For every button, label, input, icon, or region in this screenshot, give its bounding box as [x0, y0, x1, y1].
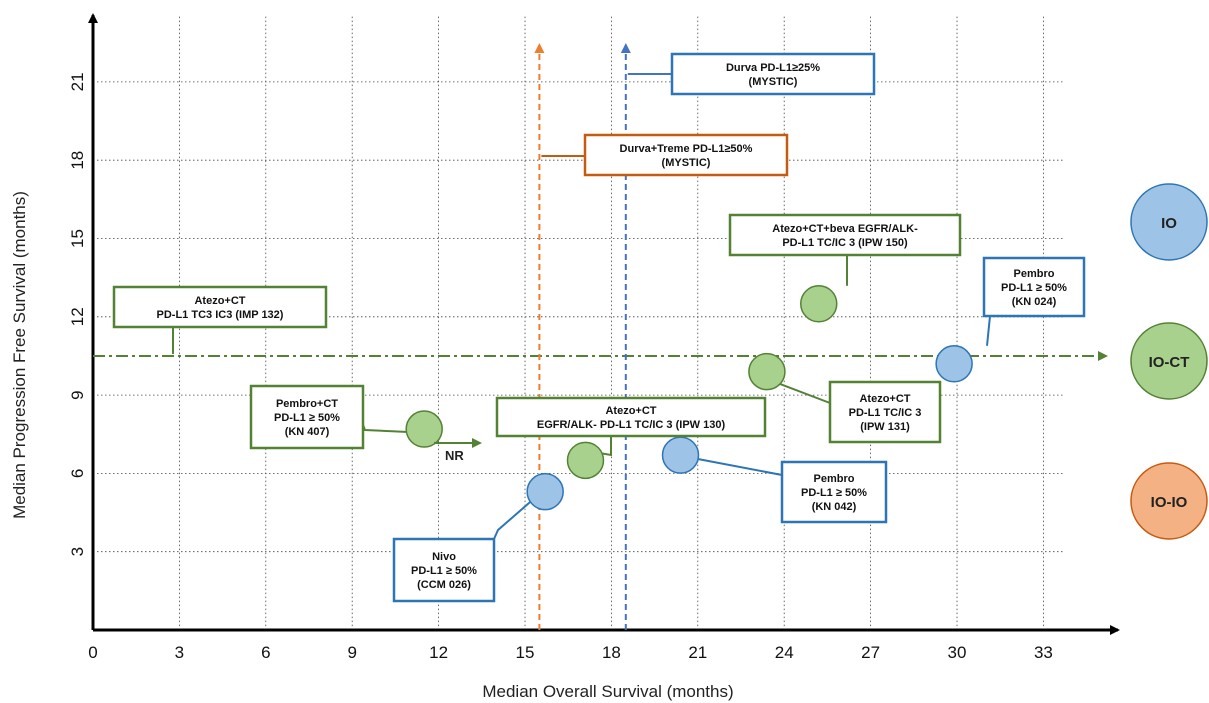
x-tick-label-7: 21 [688, 643, 707, 662]
connector-0 [362, 424, 409, 434]
point-label-text-6-1: PD-L1 ≥ 50% [1001, 282, 1067, 294]
point-label-text-5-0: Atezo+CT+beva EGFR/ALK- [772, 223, 918, 235]
nr-annotation: NR [434, 438, 482, 463]
point-label-box-1 [495, 396, 767, 438]
point-label-text-6-0: Pembro [1014, 268, 1055, 280]
point-label-3: Pembro PD-L1 ≥ 50% (KN 042) [780, 460, 888, 524]
point-label-box-4 [828, 380, 942, 444]
open-ended-lines [93, 43, 1108, 630]
open-ended-label-2: Durva PD-L1≥25% (MYSTIC) [670, 52, 876, 96]
x-tick-label-1: 3 [175, 643, 184, 662]
point-label-text-4-2: (IPW 131) [860, 421, 910, 433]
point-label-box-5 [728, 213, 962, 257]
point-label-4: Atezo+CT PD-L1 TC/IC 3 (IPW 131) [828, 380, 942, 444]
y-tick-label-4: 15 [68, 229, 87, 248]
point-label-text-2-2: (CCM 026) [417, 579, 471, 591]
data-point-6 [935, 345, 973, 383]
point-label-text-2-1: PD-L1 ≥ 50% [411, 565, 477, 577]
x-axis-title: Median Overall Survival (months) [482, 682, 733, 701]
point-label-text-0-0: Pembro+CT [276, 398, 338, 410]
legend: IO IO-CT IO-IO [1130, 183, 1208, 540]
x-tick-label-6: 18 [602, 643, 621, 662]
connector-3 [698, 458, 783, 476]
open-ended-label-box-0 [112, 285, 328, 329]
open-ended-label-1: Durva+Treme PD-L1≥50% (MYSTIC) [583, 133, 789, 177]
x-tick-label-0: 0 [88, 643, 97, 662]
point-label-box-6 [982, 256, 1086, 318]
data-point-5 [800, 285, 838, 323]
point-label-text-2-0: Nivo [432, 551, 456, 563]
data-point-2 [526, 472, 564, 511]
point-label-text-4-1: PD-L1 TC/IC 3 [849, 407, 922, 419]
open-ended-label-text-0-1: PD-L1 TC3 IC3 (IMP 132) [157, 309, 284, 321]
open-ended-label-text-2-0: Durva PD-L1≥25% [726, 62, 820, 74]
point-label-6: Pembro PD-L1 ≥ 50% (KN 024) [982, 256, 1086, 318]
nr-label: NR [445, 448, 464, 463]
y-tick-label-6: 21 [68, 72, 87, 91]
point-label-text-3-0: Pembro [814, 473, 855, 485]
y-tick-label-2: 9 [68, 390, 87, 399]
legend-circle-io [1130, 183, 1208, 261]
x-tick-label-3: 9 [347, 643, 356, 662]
x-tick-label-9: 27 [861, 643, 880, 662]
point-label-text-1-1: EGFR/ALK- PD-L1 TC/IC 3 (IPW 130) [537, 419, 726, 431]
legend-label-io-ct: IO-CT [1149, 354, 1190, 371]
open-ended-label-text-1-1: (MYSTIC) [662, 157, 711, 169]
point-label-0: Pembro+CT PD-L1 ≥ 50% (KN 407) [249, 384, 365, 450]
connector-4 [778, 382, 831, 404]
connector-6 [986, 315, 991, 346]
legend-label-io: IO [1161, 215, 1177, 232]
point-label-text-1-0: Atezo+CT [605, 405, 656, 417]
open-ended-label-text-2-1: (MYSTIC) [749, 76, 798, 88]
x-tick-label-8: 24 [775, 643, 794, 662]
y-axis-title: Median Progression Free Survival (months… [10, 191, 29, 519]
open-ended-label-0: Atezo+CT PD-L1 TC3 IC3 (IMP 132) [112, 285, 328, 329]
point-label-box-2 [392, 537, 496, 603]
axes [88, 13, 1120, 635]
y-tick-label-0: 3 [68, 547, 87, 556]
legend-circle-io-ct [1130, 322, 1208, 400]
open-ended-label-text-1-0: Durva+Treme PD-L1≥50% [620, 143, 753, 155]
point-label-box-0 [249, 384, 365, 450]
legend-label-io-io: IO-IO [1151, 494, 1188, 511]
point-label-1: Atezo+CT EGFR/ALK- PD-L1 TC/IC 3 (IPW 130… [495, 396, 767, 438]
data-point-1 [566, 441, 605, 480]
data-point-0 [405, 410, 443, 448]
point-label-text-3-2: (KN 042) [812, 501, 857, 513]
data-point-4 [748, 352, 786, 391]
x-tick-label-4: 12 [429, 643, 448, 662]
y-tick-label-3: 12 [68, 307, 87, 326]
point-label-5: Atezo+CT+beva EGFR/ALK- PD-L1 TC/IC 3 (IP… [728, 213, 962, 257]
open-ended-label-text-0-0: Atezo+CT [194, 295, 245, 307]
x-tick-label-5: 15 [516, 643, 535, 662]
point-label-text-6-2: (KN 024) [1012, 296, 1057, 308]
point-label-text-0-2: (KN 407) [285, 426, 330, 438]
point-label-box-3 [780, 460, 888, 524]
data-points [405, 285, 973, 511]
open-ended-label-box-1 [583, 133, 789, 177]
y-tick-label-1: 6 [68, 469, 87, 478]
point-label-2: Nivo PD-L1 ≥ 50% (CCM 026) [392, 537, 496, 603]
point-label-text-3-1: PD-L1 ≥ 50% [801, 487, 867, 499]
point-label-text-5-1: PD-L1 TC/IC 3 (IPW 150) [782, 237, 908, 249]
x-tick-label-2: 6 [261, 643, 270, 662]
point-labels: Pembro+CT PD-L1 ≥ 50% (KN 407) Atezo+CT EGFR… [112, 52, 1086, 603]
connector-2 [493, 496, 536, 540]
open-ended-label-box-2 [670, 52, 876, 96]
x-tick-label-10: 30 [948, 643, 967, 662]
point-label-text-0-1: PD-L1 ≥ 50% [274, 412, 340, 424]
y-tick-label-5: 18 [68, 151, 87, 170]
legend-circle-io-io [1130, 462, 1208, 540]
data-point-3 [661, 436, 700, 474]
x-tick-label-11: 33 [1034, 643, 1053, 662]
point-label-text-4-0: Atezo+CT [859, 393, 910, 405]
